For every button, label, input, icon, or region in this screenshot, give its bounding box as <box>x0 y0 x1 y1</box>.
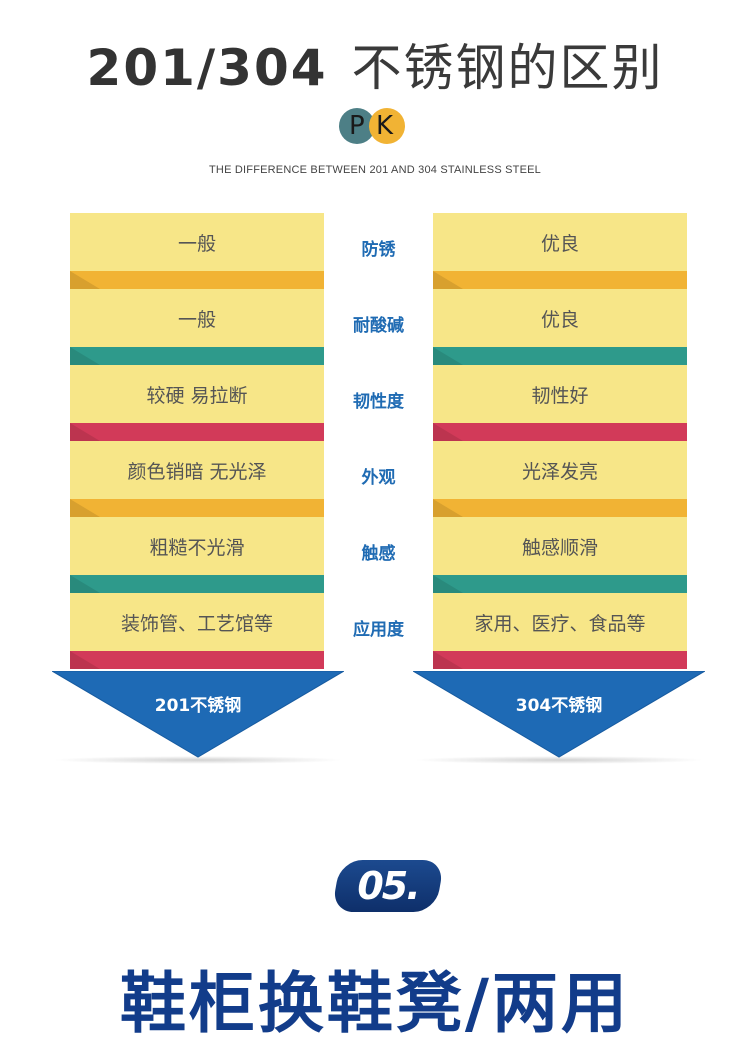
row-4-right-value: 光泽发亮 <box>433 441 687 499</box>
row-3-label: 韧性度 <box>353 392 404 412</box>
row-1-right-fold <box>433 271 687 289</box>
comparison-table: 一般 优良 防锈 一般 优良 耐酸碱 较硬 易拉断 韧性好 韧性度 颜色销暗 无光泽 光泽发亮 外观粗… <box>70 213 687 669</box>
row-1-right-value: 优良 <box>433 213 687 271</box>
row-1-left-fold <box>70 271 324 289</box>
row-3-right-fold <box>433 423 687 441</box>
footer-title: 鞋柜换鞋凳/两用 <box>119 965 631 1042</box>
row-6-right-value: 家用、医疗、食品等 <box>433 593 687 651</box>
row-2-right-fold <box>433 347 687 365</box>
row-4-label: 外观 <box>361 468 396 488</box>
pk-letter-p: P <box>349 111 365 141</box>
row-4-left-value: 颜色销暗 无光泽 <box>70 441 324 499</box>
row-3-left-value: 较硬 易拉断 <box>70 365 324 423</box>
row-6-left-fold <box>70 651 324 669</box>
row-5-left-value: 粗糙不光滑 <box>70 517 324 575</box>
row-5-label: 触感 <box>361 544 396 564</box>
arrow-shadow-right <box>413 756 705 764</box>
row-1-label: 防锈 <box>361 240 396 260</box>
row-6-label: 应用度 <box>353 620 404 640</box>
pk-badge: P K <box>339 108 409 144</box>
row-2-right-value: 优良 <box>433 289 687 347</box>
arrow-304-label: 304不锈钢 <box>515 696 603 716</box>
subtitle: THE DIFFERENCE BETWEEN 201 AND 304 STAIN… <box>209 164 541 176</box>
row-5-right-value: 触感顺滑 <box>433 517 687 575</box>
row-2-left-value: 一般 <box>70 289 324 347</box>
badge-number: 05. <box>357 864 420 908</box>
arrow-201: 201不锈钢 <box>52 671 344 759</box>
arrow-304: 304不锈钢 <box>413 671 705 759</box>
row-5-right-fold <box>433 575 687 593</box>
row-6-left-value: 装饰管、工艺馆等 <box>70 593 324 651</box>
pk-letter-k: K <box>376 111 394 141</box>
row-2-left-fold <box>70 347 324 365</box>
row-3-right-value: 韧性好 <box>433 365 687 423</box>
row-6-right-fold <box>433 651 687 669</box>
arrow-shadow-left <box>52 756 344 764</box>
title-number: 201/304 <box>86 39 328 97</box>
section-number-badge: 05. <box>331 860 445 912</box>
title-text: 不锈钢的区别 <box>351 39 664 97</box>
row-2-label: 耐酸碱 <box>353 316 404 336</box>
row-3-left-fold <box>70 423 324 441</box>
row-1-left-value: 一般 <box>70 213 324 271</box>
row-5-left-fold <box>70 575 324 593</box>
row-4-left-fold <box>70 499 324 517</box>
row-4-right-fold <box>433 499 687 517</box>
page-title: 201/304 不锈钢的区别 <box>0 28 750 100</box>
pk-circle-right <box>369 108 405 144</box>
arrow-201-label: 201不锈钢 <box>154 696 242 716</box>
